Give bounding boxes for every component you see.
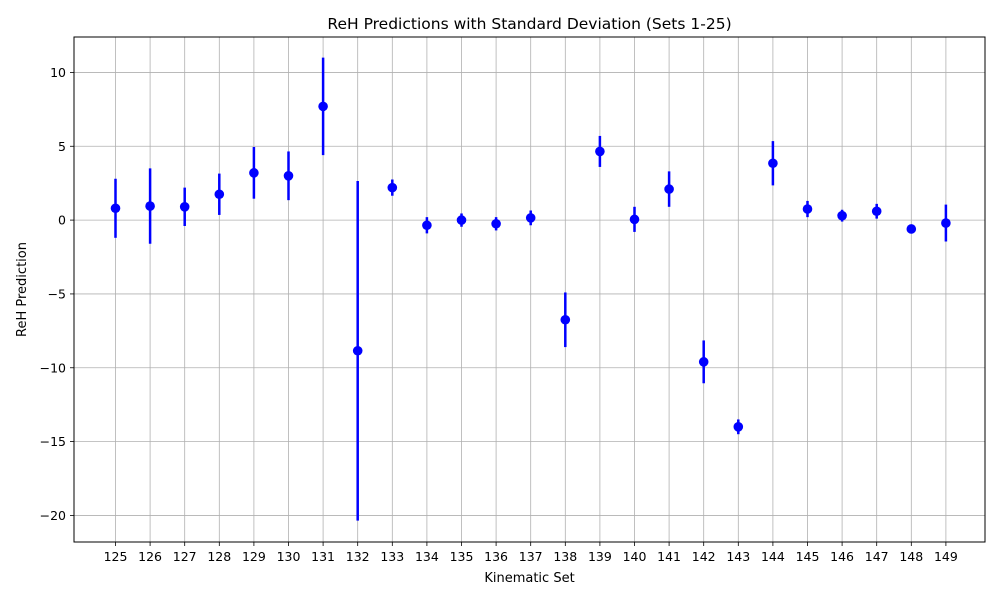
- x-tick-label: 130: [277, 549, 301, 564]
- data-point: [145, 201, 155, 211]
- x-tick-label: 146: [830, 549, 854, 564]
- data-point: [768, 158, 778, 169]
- y-tick-label: −5: [48, 286, 66, 301]
- data-point: [179, 202, 190, 212]
- x-tick-label: 125: [104, 549, 128, 564]
- x-tick-label: 141: [657, 549, 681, 564]
- x-tick-label: 138: [553, 549, 577, 564]
- data-point: [595, 146, 605, 157]
- axes-frame: [73, 36, 986, 543]
- x-tick-label: 134: [415, 549, 439, 564]
- x-tick-label: 136: [484, 549, 508, 564]
- data-point: [629, 214, 640, 225]
- data-point: [941, 218, 951, 228]
- data-point: [733, 422, 744, 432]
- data-point: [802, 204, 813, 214]
- data-point: [906, 224, 917, 234]
- data-point: [698, 357, 709, 367]
- y-tick-label: −20: [40, 508, 66, 523]
- data-point: [491, 218, 501, 229]
- x-tick-label: 129: [242, 549, 266, 564]
- x-tick-label: 144: [761, 549, 785, 564]
- data-point: [560, 314, 571, 325]
- x-axis-label: Kinematic Set: [484, 571, 574, 586]
- grid: [74, 37, 985, 542]
- data-point: [214, 189, 225, 200]
- x-tick-label: 132: [346, 549, 370, 564]
- data-point: [249, 168, 259, 178]
- data-point: [837, 210, 847, 221]
- x-tick-label: 137: [519, 549, 543, 564]
- y-tick-label: 5: [58, 139, 66, 154]
- x-tick-label: 133: [380, 549, 404, 564]
- data-series: [110, 57, 951, 521]
- x-tick-label: 127: [173, 549, 197, 564]
- x-tick-label: 149: [934, 549, 958, 564]
- data-point: [871, 206, 882, 217]
- chart-title: ReH Predictions with Standard Deviation …: [327, 15, 731, 33]
- data-point: [387, 182, 398, 193]
- x-tick-label: 145: [796, 549, 820, 564]
- x-tick-label: 148: [899, 549, 923, 564]
- data-point: [525, 213, 536, 223]
- data-point: [664, 184, 674, 194]
- x-tick-label: 142: [692, 549, 716, 564]
- x-tick-label: 131: [311, 549, 335, 564]
- data-point: [283, 171, 294, 181]
- x-tick-label: 143: [726, 549, 750, 564]
- data-point: [318, 101, 328, 112]
- x-tick-label: 139: [588, 549, 612, 564]
- x-tick-label: 135: [450, 549, 474, 564]
- axis-ticks: 125 126 127 128 129 130 131 132 133 134 135 136 137 1…: [40, 65, 958, 564]
- x-tick-label: 128: [207, 549, 231, 564]
- y-axis-label: ReH Prediction: [15, 242, 30, 337]
- y-tick-label: 0: [58, 213, 66, 228]
- y-tick-label: −10: [40, 360, 66, 375]
- y-tick-label: −15: [40, 434, 66, 449]
- y-tick-label: 10: [50, 65, 66, 80]
- x-tick-label: 140: [623, 549, 647, 564]
- data-point: [110, 203, 121, 214]
- x-tick-label: 126: [138, 549, 162, 564]
- x-tick-label: 147: [865, 549, 889, 564]
- data-point: [456, 215, 467, 225]
- data-point: [422, 220, 432, 231]
- data-point: [352, 345, 363, 356]
